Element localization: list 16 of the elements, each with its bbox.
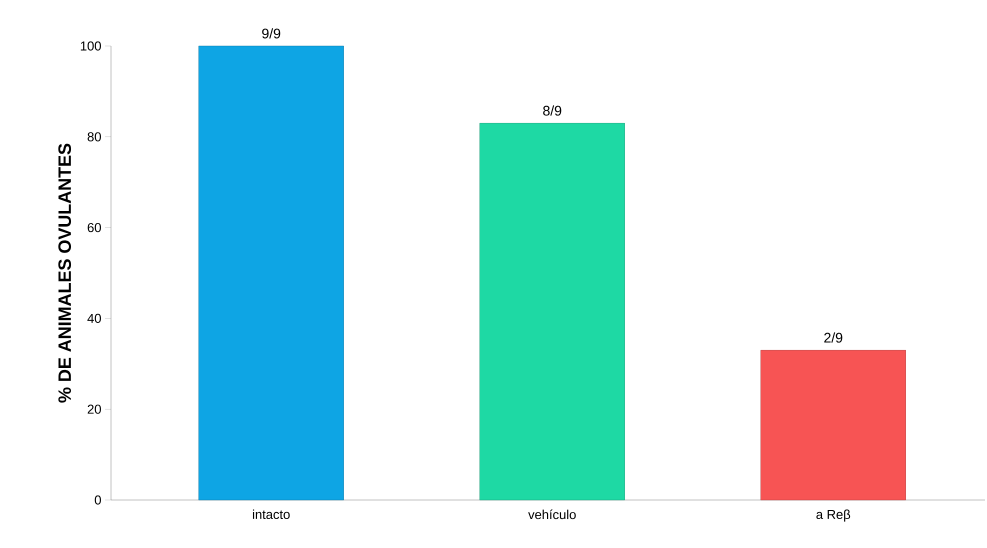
y-axis-title: % DE ANIMALES OVULANTES (58, 144, 72, 403)
data-label: 8/9 (543, 105, 562, 116)
y-tick-label: 20 (88, 404, 101, 414)
bar (480, 122, 625, 500)
y-tick-label: 100 (80, 41, 101, 51)
bar (198, 46, 344, 500)
x-tick-label: vehículo (528, 510, 576, 520)
y-tick-label: 0 (94, 495, 101, 505)
bar (760, 350, 906, 500)
y-tick-label: 40 (87, 314, 101, 323)
data-label: 9/9 (262, 28, 280, 38)
y-tick-label: 80 (88, 132, 101, 142)
x-tick-label: intacto (252, 510, 290, 520)
data-label: 2/9 (824, 332, 842, 343)
x-tick-label: a Reβ (816, 510, 850, 522)
y-tick-label: 60 (88, 223, 101, 232)
